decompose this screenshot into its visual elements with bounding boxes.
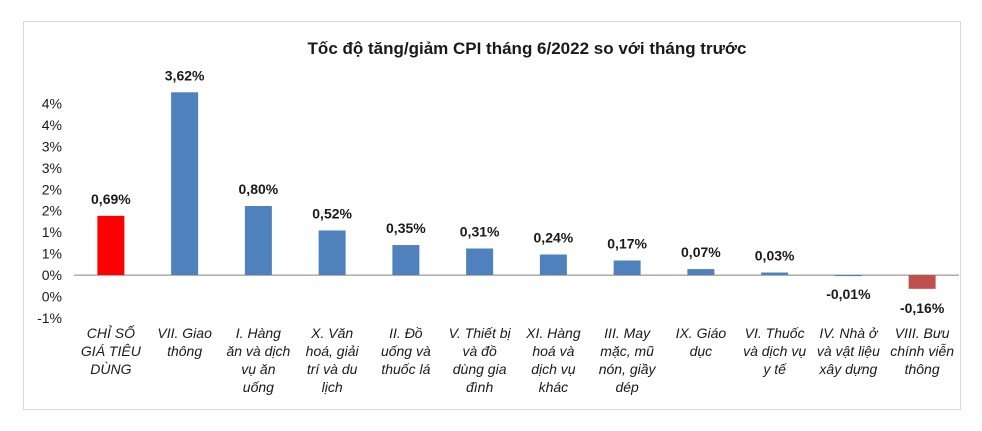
value-label: 3,62% (165, 67, 205, 83)
y-tick-label: 1% (42, 246, 62, 262)
category-label: V. Thiết bị và đồ dùng gia đình (449, 325, 512, 395)
value-label: 0,80% (239, 181, 279, 197)
bar (97, 215, 125, 276)
value-label: 0,35% (386, 220, 426, 236)
value-label: 0,52% (312, 205, 352, 221)
y-tick-label: 3% (42, 160, 62, 176)
category-label: VIII. Bưu chính viễn thông (890, 325, 954, 377)
category-label: IV. Nhà ở và vật liệu xây dựng (817, 325, 880, 377)
bar-group (97, 92, 936, 289)
value-label-group: 0,69% 3,62% 0,80% 0,52% 0,35% 0,31% 0,24% 0,17%… (91, 67, 945, 316)
y-tick-label: 0% (42, 267, 62, 283)
value-label: 0,69% (91, 191, 131, 207)
bar (244, 206, 272, 276)
y-tick-label: 4% (42, 95, 62, 111)
bar (834, 275, 862, 277)
category-label: II. Đồ uống và thuốc lá (381, 325, 431, 377)
category-label: IX. Giáo dục (676, 325, 727, 359)
value-label: 0,31% (460, 223, 500, 239)
category-label: I. Hàng ăn và dịch vụ ăn uống (226, 325, 290, 395)
y-axis-ticks: -1% 0% 0% 1% 1% 2% 2% 3% 3% 4% 4% (37, 95, 62, 326)
bar (761, 272, 789, 276)
y-tick-label: 3% (42, 138, 62, 154)
chart-frame: Tốc độ tăng/giảm CPI tháng 6/2022 so với… (23, 21, 961, 410)
category-label: X. Văn hoá, giải trí và du lịch (306, 325, 360, 395)
y-tick-label: 1% (42, 224, 62, 240)
value-label: 0,03% (755, 248, 795, 264)
chart-title: Tốc độ tăng/giảm CPI tháng 6/2022 so với… (308, 39, 747, 58)
category-label: VII. Giao thông (157, 325, 212, 359)
category-label: CHỈ SỐ GIÁ TIÊU DÙNG (81, 324, 142, 377)
y-tick-label: 2% (42, 203, 62, 219)
value-label: 0,17% (607, 236, 647, 252)
category-label: III. May mặc, mũ nón, giầy dép (599, 325, 657, 395)
bar (318, 230, 346, 276)
category-label: XI. Hàng hoá và dịch vụ khác (525, 325, 581, 395)
bar (466, 248, 494, 276)
bar (687, 269, 715, 276)
value-label: 0,07% (681, 244, 721, 260)
value-label: -0,16% (900, 300, 945, 316)
value-label: -0,01% (826, 286, 871, 302)
y-tick-label: 4% (42, 117, 62, 133)
bar (171, 92, 199, 276)
bar-chart: Tốc độ tăng/giảm CPI tháng 6/2022 so với… (37, 39, 959, 395)
category-label: VI. Thuốc và dịch vụ y tế (743, 325, 806, 377)
y-tick-label: 2% (42, 181, 62, 197)
y-tick-label: -1% (37, 310, 62, 326)
bar (392, 245, 420, 276)
bar (908, 275, 936, 289)
bar (613, 260, 641, 276)
value-label: 0,24% (534, 229, 574, 245)
category-label-group: CHỈ SỐ GIÁ TIÊU DÙNG VII. Giao thông I. Hàng ă… (81, 324, 954, 395)
bar (539, 254, 567, 276)
y-tick-label: 0% (42, 289, 62, 305)
